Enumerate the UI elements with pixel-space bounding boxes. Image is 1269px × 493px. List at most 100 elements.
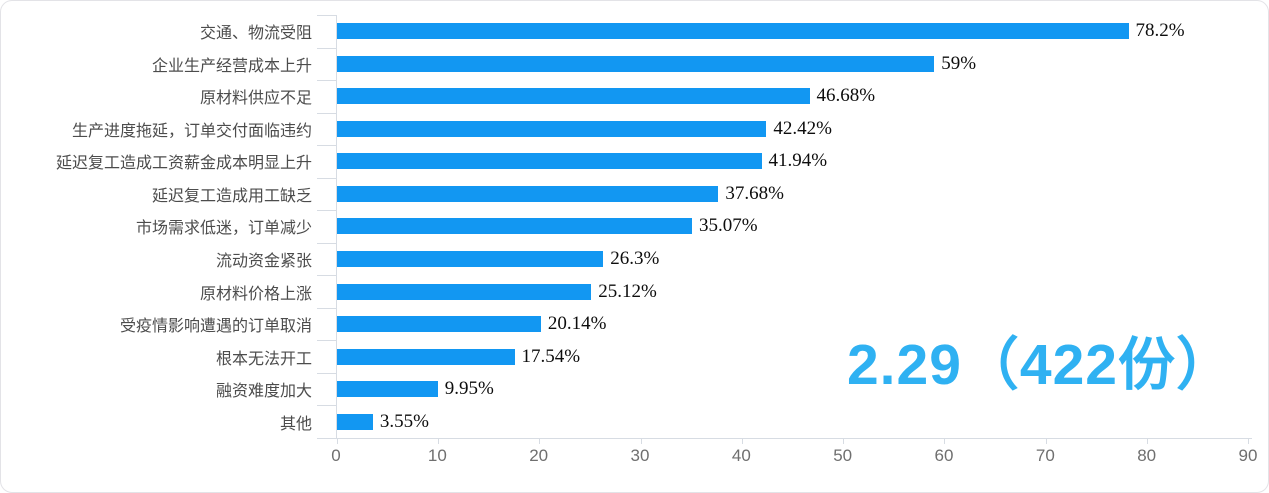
- bar-row: 20.14%: [337, 308, 1248, 341]
- x-tick-label: 60: [934, 446, 954, 465]
- value-label: 41.94%: [768, 150, 828, 172]
- bar-row: 46.68%: [337, 80, 1248, 113]
- y-axis-tick: [317, 340, 336, 342]
- x-axis-labels: 0 10 20 30 40 50 60 70 80 90: [331, 446, 1257, 470]
- x-tick-label: 70: [1035, 446, 1055, 465]
- bar: [337, 381, 438, 398]
- value-label: 17.54%: [521, 345, 581, 367]
- x-tick-label: 0: [331, 446, 341, 465]
- x-axis-tick: [944, 439, 946, 444]
- category-label: 根本无法开工: [215, 350, 312, 368]
- y-axis-tick: [317, 307, 336, 309]
- y-axis-tick: [317, 275, 336, 277]
- y-axis-tick: [317, 112, 336, 114]
- category-label: 受疫情影响遭遇的订单取消: [119, 318, 312, 336]
- category-label: 交通、物流受阻: [199, 25, 312, 43]
- bar-row: 3.55%: [337, 405, 1248, 438]
- bar-row: 59%: [337, 48, 1248, 81]
- bar-row: 41.94%: [337, 145, 1248, 178]
- category-label: 其他: [279, 415, 312, 433]
- x-tick-label: 20: [529, 446, 549, 465]
- category-row: 市场需求低迷，订单减少: [1, 210, 312, 243]
- x-tick-label: 30: [630, 446, 650, 465]
- x-axis-tick: [640, 439, 642, 444]
- bar-row: 17.54%: [337, 340, 1248, 373]
- category-row: 受疫情影响遭遇的订单取消: [1, 308, 312, 341]
- bar: [337, 23, 1129, 40]
- y-axis-tick: [317, 15, 336, 16]
- bar-row: 9.95%: [337, 373, 1248, 406]
- category-row: 延迟复工造成用工缺乏: [1, 178, 312, 211]
- bar: [337, 120, 767, 137]
- category-label: 流动资金紧张: [215, 252, 312, 270]
- bar-row: 35.07%: [337, 210, 1248, 243]
- category-label: 融资难度加大: [215, 383, 312, 401]
- value-label: 35.07%: [698, 215, 758, 237]
- x-tick-label: 50: [833, 446, 853, 465]
- value-label: 26.3%: [610, 247, 660, 269]
- category-row: 原材料供应不足: [1, 80, 312, 113]
- category-row: 延迟复工造成工资薪金成本明显上升: [1, 145, 312, 178]
- bar: [337, 283, 592, 300]
- y-axis-tick: [317, 177, 336, 179]
- bar-row: 37.68%: [337, 178, 1248, 211]
- value-label: 42.42%: [773, 117, 832, 139]
- bar: [337, 218, 692, 235]
- category-axis: 交通、物流受阻企业生产经营成本上升原材料供应不足生产进度拖延，订单交付面临违约延…: [1, 15, 312, 438]
- x-tick-label: 10: [427, 446, 447, 465]
- category-label: 市场需求低迷，订单减少: [135, 220, 312, 238]
- x-tick-label: 40: [731, 446, 751, 465]
- category-label: 原材料供应不足: [199, 90, 312, 108]
- y-axis-tick: [317, 405, 336, 407]
- category-row: 其他: [1, 405, 312, 438]
- x-axis-tick: [1248, 439, 1249, 444]
- x-axis-tick: [1146, 439, 1148, 444]
- x-axis-tick: [1045, 439, 1047, 444]
- y-axis-tick: [317, 210, 336, 212]
- category-row: 企业生产经营成本上升: [1, 48, 312, 81]
- bar-row: 25.12%: [337, 275, 1248, 308]
- category-row: 融资难度加大: [1, 373, 312, 406]
- x-tick-label: 80: [1137, 446, 1157, 465]
- bar: [337, 88, 810, 105]
- category-label: 延迟复工造成工资薪金成本明显上升: [55, 155, 312, 173]
- bar-row: 26.3%: [337, 243, 1248, 276]
- x-axis-tick: [539, 439, 541, 444]
- bar-row: 78.2%: [337, 15, 1248, 48]
- bar-row: 42.42%: [337, 113, 1248, 146]
- x-axis-tick: [438, 439, 440, 444]
- value-label: 3.55%: [379, 410, 429, 432]
- plot-area: 78.2% 59% 46.68% 42.42% 41.94% 37.68% 35.07% 26…: [317, 15, 1252, 444]
- category-label: 原材料价格上涨: [199, 285, 312, 303]
- category-row: 原材料价格上涨: [1, 275, 312, 308]
- value-label: 9.95%: [444, 378, 494, 400]
- category-row: 生产进度拖延，订单交付面临违约: [1, 113, 312, 146]
- x-axis-tick: [337, 439, 338, 444]
- y-axis-tick: [317, 372, 336, 374]
- value-label: 25.12%: [598, 280, 657, 302]
- y-axis-tick: [317, 47, 336, 49]
- category-label: 企业生产经营成本上升: [151, 57, 312, 75]
- bar: [337, 316, 541, 333]
- bar: [337, 55, 935, 72]
- x-axis-tick: [843, 439, 845, 444]
- bar: [337, 250, 604, 267]
- bar-rows-container: 78.2% 59% 46.68% 42.42% 41.94% 37.68% 35.07% 26…: [337, 15, 1248, 438]
- x-tick-label: 90: [1238, 446, 1258, 465]
- x-axis-tick: [741, 439, 743, 444]
- bar: [337, 185, 719, 202]
- y-axis-tick: [317, 80, 336, 82]
- bar: [337, 413, 373, 430]
- y-axis-tick: [317, 145, 336, 147]
- value-label: 37.68%: [725, 182, 784, 204]
- value-label: 78.2%: [1135, 20, 1185, 42]
- x-axis-baseline: [317, 438, 1252, 439]
- bar: [337, 348, 515, 365]
- category-row: 流动资金紧张: [1, 243, 312, 276]
- category-label: 延迟复工造成用工缺乏: [151, 187, 312, 205]
- watermark-annotation: 2.29（422份）: [846, 333, 1234, 397]
- category-row: 交通、物流受阻: [1, 15, 312, 48]
- value-label: 20.14%: [547, 313, 607, 335]
- y-axis-tick: [317, 242, 336, 244]
